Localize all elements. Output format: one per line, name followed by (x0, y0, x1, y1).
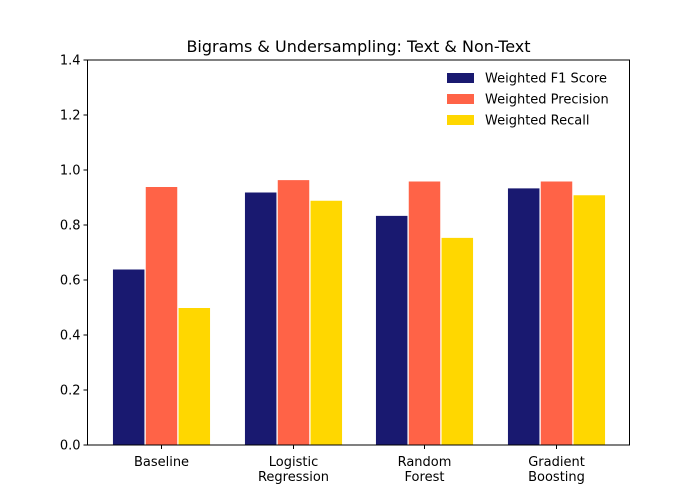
x-tick-label: Gradient (528, 455, 585, 470)
bar-weighted-recall (440, 236, 475, 446)
chart-title: Bigrams & Undersampling: Text & Non-Text (186, 37, 530, 56)
bar-weighted-f1-score (243, 191, 278, 446)
bars (111, 179, 607, 446)
y-tick-label: 0.0 (60, 439, 81, 454)
legend-swatch (447, 73, 474, 83)
legend-label: Weighted Precision (485, 93, 609, 108)
x-tick-label: Baseline (134, 455, 189, 470)
y-tick-label: 1.2 (60, 109, 81, 124)
x-tick-label: Boosting (528, 470, 585, 485)
y-tick-label: 0.8 (60, 219, 81, 234)
bar-weighted-recall (572, 194, 607, 446)
legend: Weighted F1 Score Weighted Precision Weigh… (447, 72, 609, 129)
bar-weighted-f1-score (111, 268, 146, 446)
x-tick-label: Regression (258, 470, 329, 485)
bar-weighted-f1-score (506, 187, 541, 446)
bar-weighted-precision (539, 180, 574, 446)
x-tick-label: Forest (405, 470, 445, 485)
legend-swatch (447, 94, 474, 104)
bar-weighted-f1-score (374, 214, 409, 446)
y-tick-label: 1.4 (60, 54, 81, 69)
bar-weighted-recall (177, 307, 212, 446)
legend-swatch (447, 115, 474, 125)
bar-weighted-precision (276, 179, 311, 446)
x-tick-label: Random (398, 455, 452, 470)
x-tick-label: Logistic (269, 455, 318, 470)
bar-weighted-recall (309, 199, 344, 446)
y-tick-label: 0.6 (60, 274, 81, 289)
y-tick-label: 0.4 (60, 329, 81, 344)
legend-label: Weighted Recall (485, 114, 589, 129)
legend-label: Weighted F1 Score (485, 72, 607, 87)
y-tick-label: 1.0 (60, 164, 81, 179)
y-axis: 0.0 0.2 0.4 0.6 0.8 1.0 1.2 1.4 (60, 54, 88, 454)
bar-weighted-precision (407, 180, 442, 446)
plot-frame (87, 59, 630, 446)
y-tick-label: 0.2 (60, 384, 81, 399)
bar-weighted-precision (144, 186, 179, 446)
